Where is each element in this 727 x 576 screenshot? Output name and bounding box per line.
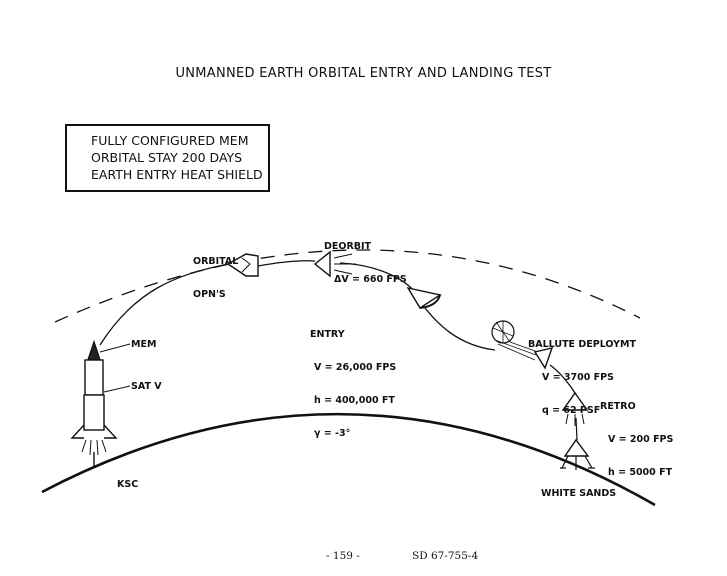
orbital-capsule (226, 253, 259, 277)
final-descent (575, 417, 578, 441)
diagram-title: UNMANNED EARTH ORBITAL ENTRY AND LANDING… (175, 66, 552, 81)
deorbit-label: DEORBIT ΔV = 660 FPS (324, 219, 407, 307)
mem-pointer (99, 343, 131, 353)
mem-nose (87, 339, 101, 361)
ballute-title: BALLUTE DEPLOYMT (528, 339, 636, 350)
config-line-2: ORBITAL STAY 200 DAYS (91, 150, 243, 165)
ballute-lines (494, 339, 539, 361)
rocket-fins (70, 424, 118, 439)
ballute-velocity: V = 3700 FPS (542, 372, 614, 383)
entry-title: ENTRY (310, 329, 345, 340)
deorbit-title: DEORBIT (324, 241, 372, 252)
deorbit-spacecraft (313, 250, 356, 278)
rocket-exhaust (81, 439, 107, 456)
orbital-spacecraft (226, 253, 259, 277)
entry-altitude: h = 400,000 FT (314, 395, 395, 406)
config-line-3: EARTH ENTRY HEAT SHIELD (91, 167, 263, 182)
entry-label: ENTRY V = 26,000 FPS h = 400,000 FT γ = … (310, 307, 396, 461)
retro-exhaust (565, 413, 585, 426)
white-sands-label: WHITE SANDS (541, 488, 617, 499)
config-line-1: FULLY CONFIGURED MEM (91, 133, 249, 148)
sat-v-rocket (70, 339, 118, 468)
retro-velocity: V = 200 FPS (608, 434, 674, 445)
landed-capsule-body (563, 438, 590, 457)
entry-capsule (406, 286, 442, 309)
retro-title: RETRO (600, 401, 636, 412)
entry-heat-shield (419, 294, 441, 309)
document-id: SD 67-755-4 (412, 550, 479, 562)
descent-trajectory (549, 364, 576, 394)
entry-capsule-body (406, 286, 442, 309)
orbital-capsule-detail (241, 257, 251, 273)
page-number: - 159 - (326, 550, 360, 562)
orbital-ops-line-2: OPN'S (193, 289, 226, 300)
deorbit-capsule (313, 250, 331, 278)
sat-v-label: SAT V (131, 381, 162, 392)
landed-capsule (560, 438, 595, 470)
orbital-ops-line-1: ORBITAL (193, 256, 239, 267)
orbit-dashed-arc (54, 249, 641, 323)
deorbit-thrust-lines (333, 253, 356, 275)
orbit-trajectory (257, 260, 316, 267)
mem-label: MEM (131, 339, 157, 350)
ballute-capsule (533, 347, 554, 370)
launch-trajectory (99, 263, 229, 346)
earth-surface-arc (41, 412, 656, 507)
ballute-canopy-mesh (492, 321, 514, 343)
retro-label: RETRO V = 200 FPS h = 5000 FT (600, 379, 673, 500)
rocket-upper-stage (84, 359, 104, 396)
orbital-ops-label: ORBITAL OPN'S (193, 234, 238, 322)
deorbit-delta-v: ΔV = 660 FPS (334, 274, 407, 285)
ksc-label: KSC (117, 479, 139, 490)
rocket-first-stage (83, 394, 105, 431)
configuration-box: FULLY CONFIGURED MEM ORBITAL STAY 200 DA… (65, 124, 270, 192)
ballute-pressure: q = 62 PSF (542, 405, 601, 416)
ballute-assembly (491, 320, 554, 370)
sat-v-pointer (103, 385, 131, 393)
landing-legs (560, 455, 595, 470)
retro-capsule (561, 391, 589, 426)
ballute-label: BALLUTE DEPLOYMT V = 3700 FPS q = 62 PSF (528, 317, 636, 438)
entry-angle: γ = -3° (314, 428, 351, 439)
retro-altitude: h = 5000 FT (608, 467, 673, 478)
retro-capsule-body (561, 391, 589, 411)
entry-velocity: V = 26,000 FPS (314, 362, 397, 373)
